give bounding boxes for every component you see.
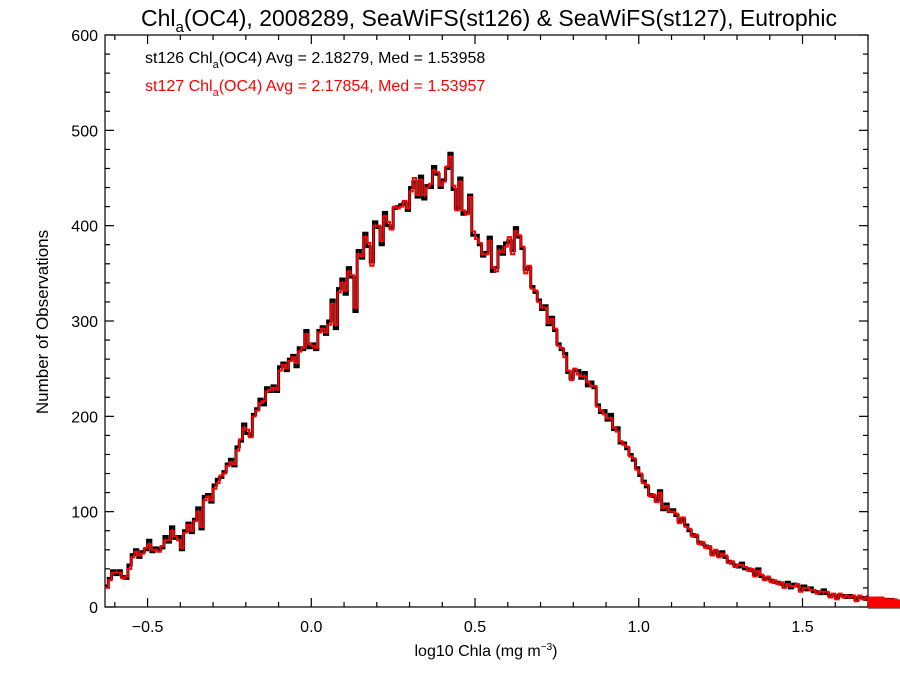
y-tick-label: 200	[71, 409, 98, 426]
x-tick-label: −0.5	[132, 619, 164, 636]
x-tick-label: 1.0	[628, 619, 650, 636]
series-line-st126	[105, 151, 900, 609]
y-tick-label: 0	[89, 600, 98, 617]
series-line-st127	[105, 156, 900, 608]
xlabel-pre: log10 Chla (mg m	[414, 643, 540, 660]
y-tick-label: 100	[71, 505, 98, 522]
legend-st127-pre: st127 Chl	[145, 78, 213, 95]
y-tick-label: 600	[71, 28, 98, 45]
title-post: (OC4), 2008289, SeaWiFS(st126) & SeaWiFS…	[184, 5, 837, 31]
y-axis-ticks: 0 100 200 300 400 500 600	[71, 28, 868, 617]
x-tick-label: 0.0	[300, 619, 322, 636]
legend-st127-sub: a	[213, 87, 220, 99]
legend-st127-post: (OC4) Avg = 2.17854, Med = 1.53957	[219, 78, 486, 95]
y-tick-label: 500	[71, 123, 98, 140]
legend-st126-pre: st126 Chl	[145, 50, 213, 67]
legend-st126-sub: a	[213, 59, 220, 71]
chart-title: Chla(OC4), 2008289, SeaWiFS(st126) & Sea…	[141, 5, 837, 36]
x-axis-label: log10 Chla (mg m−3)	[414, 642, 557, 660]
title-pre: Chl	[141, 5, 176, 31]
legend-entry-st127: st127 Chla(OC4) Avg = 2.17854, Med = 1.5…	[145, 78, 485, 99]
xlabel-post: )	[552, 643, 557, 660]
x-axis-ticks: −0.5 0.0 0.5 1.0 1.5	[114, 35, 869, 636]
y-tick-label: 400	[71, 219, 98, 236]
title-sub: a	[175, 19, 184, 36]
series-layer	[105, 151, 900, 609]
x-tick-label: 1.5	[791, 619, 813, 636]
legend-entry-st126: st126 Chla(OC4) Avg = 2.18279, Med = 1.5…	[145, 50, 485, 71]
x-tick-label: 0.5	[464, 619, 486, 636]
plot-frame	[104, 34, 869, 608]
legend-st126-post: (OC4) Avg = 2.18279, Med = 1.53958	[219, 50, 486, 67]
y-tick-label: 300	[71, 314, 98, 331]
y-axis-label: Number of Observations	[33, 230, 52, 414]
xlabel-sup: −3	[541, 642, 553, 653]
